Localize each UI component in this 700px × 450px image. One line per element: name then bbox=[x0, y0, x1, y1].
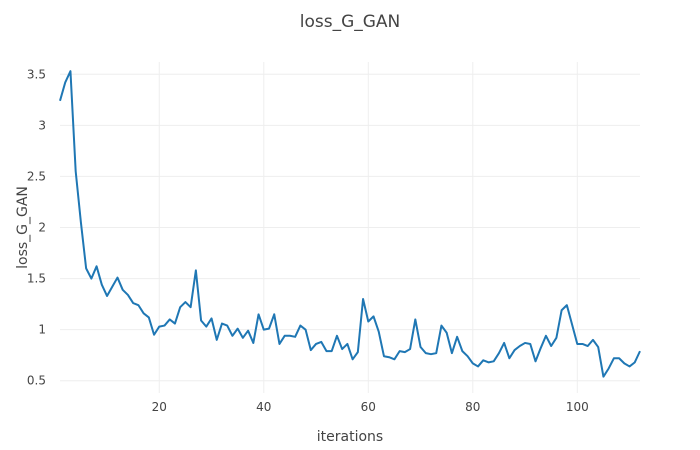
x-tick-label: 20 bbox=[152, 400, 167, 414]
x-tick-label: 100 bbox=[566, 400, 589, 414]
y-tick-label: 3 bbox=[38, 118, 46, 132]
y-axis-label: loss_G_GAN bbox=[15, 186, 31, 269]
x-tick-label: 80 bbox=[465, 400, 480, 414]
y-tick-label: 2 bbox=[38, 221, 46, 235]
y-tick-label: 3.5 bbox=[27, 67, 46, 81]
grid-lines bbox=[60, 62, 640, 393]
x-axis-label: iterations bbox=[317, 429, 383, 445]
y-tick-label: 2.5 bbox=[27, 169, 46, 183]
y-tick-label: 1.5 bbox=[27, 272, 46, 286]
chart-title: loss_G_GAN bbox=[299, 12, 401, 32]
series-layer bbox=[59, 70, 641, 378]
tick-labels: 0.5 1 1.5 2 2.5 3 3.5 20 40 60 80 100 bbox=[27, 67, 589, 414]
y-tick-label: 0.5 bbox=[27, 374, 46, 388]
series-line bbox=[59, 70, 641, 378]
x-tick-label: 40 bbox=[256, 400, 271, 414]
y-tick-label: 1 bbox=[38, 323, 46, 337]
x-tick-label: 60 bbox=[361, 400, 376, 414]
